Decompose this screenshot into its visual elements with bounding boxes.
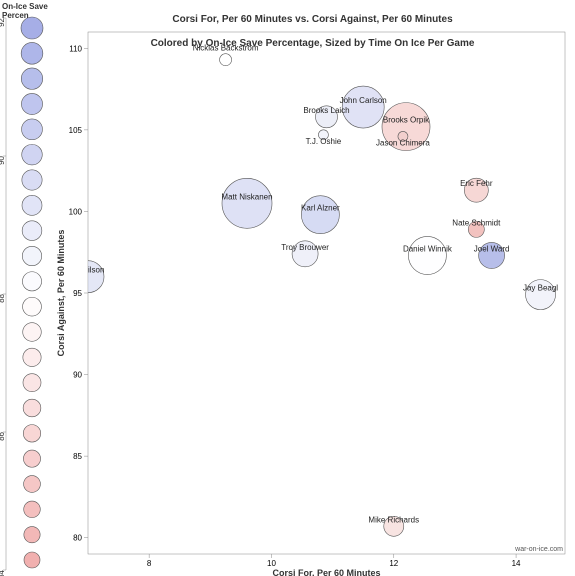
legend-circle	[22, 144, 43, 165]
svg-text:100: 100	[69, 207, 83, 216]
plot-svg: 810121480859095100105110Corsi For, Per 6…	[50, 0, 575, 576]
svg-text:86: 86	[0, 431, 6, 440]
x-axis-label: Corsi For, Per 60 Minutes	[272, 568, 380, 576]
player-label: Eric Fehr	[460, 179, 493, 188]
legend-circle	[23, 348, 41, 366]
svg-text:90: 90	[73, 371, 82, 380]
player-label: Jay Beagl	[523, 284, 558, 293]
svg-text:90: 90	[0, 155, 6, 164]
svg-text:84: 84	[0, 569, 6, 576]
player-label: Matt Niskanen	[221, 192, 272, 201]
player-label: Brooks Orpik	[383, 116, 430, 125]
legend-title: On-Ice Save Percen	[2, 2, 50, 20]
legend-circle	[24, 501, 41, 518]
chart-title: Corsi For, Per 60 Minutes vs. Corsi Agai…	[50, 2, 575, 50]
legend-circle	[23, 425, 40, 442]
legend-circle	[23, 450, 40, 467]
chart-root: On-Ice Save Percen 8486889092 Corsi For,…	[0, 0, 575, 576]
legend-circle	[22, 272, 41, 291]
player-bubble	[222, 178, 272, 228]
player-label: m Wilson	[72, 266, 105, 275]
svg-text:12: 12	[389, 559, 398, 568]
legend-circle	[22, 119, 43, 140]
legend-svg: 8486889092	[0, 0, 50, 576]
svg-text:88: 88	[0, 293, 6, 302]
legend-circle	[21, 93, 42, 114]
player-label: Joel Ward	[474, 244, 510, 253]
player-label: Mike Richards	[368, 515, 419, 524]
player-label: Nate Schmidt	[452, 218, 501, 227]
plot-area: Corsi For, Per 60 Minutes vs. Corsi Agai…	[50, 0, 575, 576]
title-line1: Corsi For, Per 60 Minutes vs. Corsi Agai…	[172, 14, 452, 25]
player-label: Brooks Laich	[303, 106, 349, 115]
svg-text:95: 95	[73, 289, 82, 298]
y-axis-label: Corsi Against, Per 60 Minutes	[56, 230, 66, 357]
legend-circle	[24, 552, 40, 568]
legend-circle	[24, 476, 41, 493]
player-bubble	[220, 54, 232, 66]
player-bubble	[408, 236, 446, 274]
player-label: Jason Chimera	[376, 138, 430, 147]
player-label: Troy Brouwer	[281, 243, 329, 252]
legend: On-Ice Save Percen 8486889092	[0, 0, 50, 576]
legend-circle	[24, 527, 40, 543]
svg-text:105: 105	[69, 126, 83, 135]
title-line2: Colored by On-Ice Save Percentage, Sized…	[151, 38, 475, 49]
player-label: John Carlson	[340, 96, 387, 105]
legend-circle	[21, 68, 42, 89]
svg-text:14: 14	[512, 559, 521, 568]
legend-circle	[22, 221, 42, 241]
player-bubble	[301, 196, 339, 234]
player-label: Karl Alzner	[301, 204, 340, 213]
legend-circle	[23, 374, 41, 392]
svg-text:80: 80	[73, 534, 82, 543]
legend-circle	[22, 246, 41, 265]
svg-text:10: 10	[267, 559, 276, 568]
legend-circle	[23, 323, 42, 342]
legend-circle	[21, 42, 43, 64]
legend-circle	[23, 297, 42, 316]
svg-text:85: 85	[73, 452, 82, 461]
legend-circle	[23, 399, 41, 417]
player-label: Daniel Winnik	[403, 244, 453, 253]
player-label: T.J. Oshie	[306, 137, 342, 146]
legend-circle	[21, 17, 43, 39]
credit-text: war-on-ice.com	[514, 546, 563, 553]
legend-circle	[22, 195, 42, 215]
legend-circle	[22, 170, 42, 190]
svg-text:8: 8	[147, 559, 152, 568]
